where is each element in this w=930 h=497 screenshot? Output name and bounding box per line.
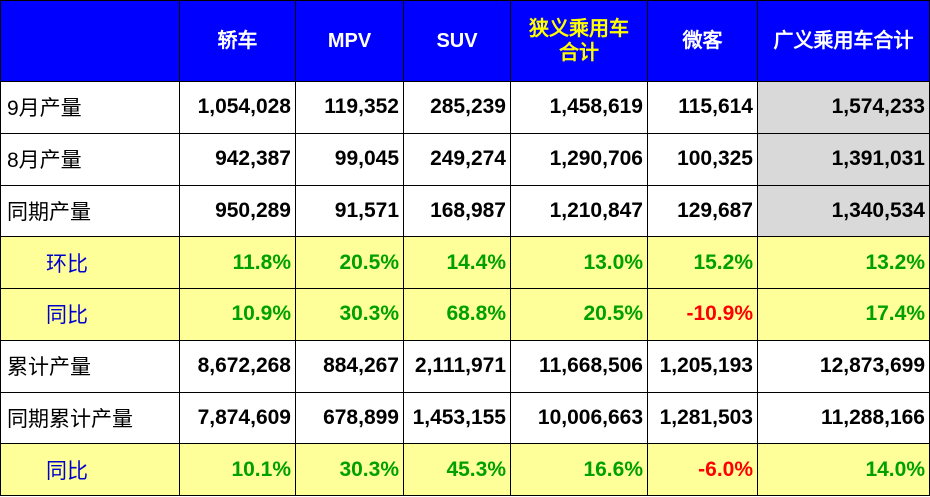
table-cell: 115,614 [647, 81, 758, 134]
table-cell: 1,453,155 [403, 391, 511, 445]
table-cell: 285,239 [403, 81, 511, 134]
table-cell: 17.4% [757, 288, 930, 341]
table-row: 同期累计产量 7,874,609 678,899 1,453,155 10,006,66… [0, 391, 930, 445]
table-cell: 100,325 [647, 132, 758, 186]
header-corner [0, 0, 180, 82]
table-row: 同比 10.9% 30.3% 68.8% 20.5% -10.9% 17.4% [0, 288, 930, 341]
table-cell: 12,873,699 [757, 339, 930, 393]
table-cell: -10.9% [647, 288, 758, 341]
table-cell: 11,668,506 [510, 339, 648, 393]
header-broad-total: 广义乘用车合计 [757, 0, 930, 82]
table-cell: 91,571 [295, 184, 404, 238]
table-cell: 2,111,971 [403, 339, 511, 393]
table-row: 9月产量 1,054,028 119,352 285,239 1,458,619 115,… [0, 81, 930, 134]
table-cell: 20.5% [295, 236, 404, 289]
header-narrow-total: 狭义乘用车合计 [510, 0, 648, 82]
row-label: 8月产量 [0, 132, 180, 186]
header-microvan: 微客 [647, 0, 758, 82]
table-cell: 14.0% [757, 443, 930, 496]
table-row: 累计产量 8,672,268 884,267 2,111,971 11,668,506 1… [0, 339, 930, 393]
table-row: 8月产量 942,387 99,045 249,274 1,290,706 100,325… [0, 132, 930, 186]
header-narrow-total-label: 狭义乘用车合计 [529, 18, 629, 64]
table-cell: 1,210,847 [510, 184, 648, 238]
table-cell: 942,387 [179, 132, 296, 186]
table-cell: 1,281,503 [647, 391, 758, 445]
table-cell: 884,267 [295, 339, 404, 393]
row-label: 累计产量 [0, 339, 180, 393]
table-cell: 15.2% [647, 236, 758, 289]
table-cell: 1,340,534 [757, 184, 930, 238]
table-cell: 8,672,268 [179, 339, 296, 393]
table-cell: 13.2% [757, 236, 930, 289]
table-cell: 1,574,233 [757, 81, 930, 134]
table-cell: 1,054,028 [179, 81, 296, 134]
table-body: 9月产量 1,054,028 119,352 285,239 1,458,619 115,… [0, 81, 930, 496]
row-label: 环比 [0, 236, 180, 289]
header-suv: SUV [403, 0, 511, 82]
table-cell: 10.9% [179, 288, 296, 341]
table-cell: 168,987 [403, 184, 511, 238]
table-cell: 30.3% [295, 443, 404, 496]
table-cell: 16.6% [510, 443, 648, 496]
table-cell: 1,391,031 [757, 132, 930, 186]
table-cell: 1,458,619 [510, 81, 648, 134]
header-row: 轿车 MPV SUV 狭义乘用车合计 微客 广义乘用车合计 [0, 0, 930, 82]
table-row: 同期产量 950,289 91,571 168,987 1,210,847 129,687… [0, 184, 930, 238]
table-cell: 1,290,706 [510, 132, 648, 186]
table-cell: 13.0% [510, 236, 648, 289]
table-cell: -6.0% [647, 443, 758, 496]
row-label: 同比 [0, 288, 180, 341]
header-mpv: MPV [295, 0, 404, 82]
header-sedan: 轿车 [179, 0, 296, 82]
table-cell: 14.4% [403, 236, 511, 289]
row-label: 同比 [0, 443, 180, 496]
table-cell: 678,899 [295, 391, 404, 445]
table-cell: 10,006,663 [510, 391, 648, 445]
table-cell: 11,288,166 [757, 391, 930, 445]
table-cell: 10.1% [179, 443, 296, 496]
table-cell: 11.8% [179, 236, 296, 289]
table-cell: 20.5% [510, 288, 648, 341]
table-cell: 1,205,193 [647, 339, 758, 393]
table-cell: 249,274 [403, 132, 511, 186]
table-cell: 30.3% [295, 288, 404, 341]
table-cell: 129,687 [647, 184, 758, 238]
table-cell: 99,045 [295, 132, 404, 186]
table-cell: 950,289 [179, 184, 296, 238]
row-label: 同期产量 [0, 184, 180, 238]
table-cell: 68.8% [403, 288, 511, 341]
table-cell: 119,352 [295, 81, 404, 134]
table-row: 环比 11.8% 20.5% 14.4% 13.0% 15.2% 13.2% [0, 236, 930, 289]
row-label: 同期累计产量 [0, 391, 180, 445]
table-row: 同比 10.1% 30.3% 45.3% 16.6% -6.0% 14.0% [0, 443, 930, 496]
row-label: 9月产量 [0, 81, 180, 134]
table-cell: 7,874,609 [179, 391, 296, 445]
table-cell: 45.3% [403, 443, 511, 496]
